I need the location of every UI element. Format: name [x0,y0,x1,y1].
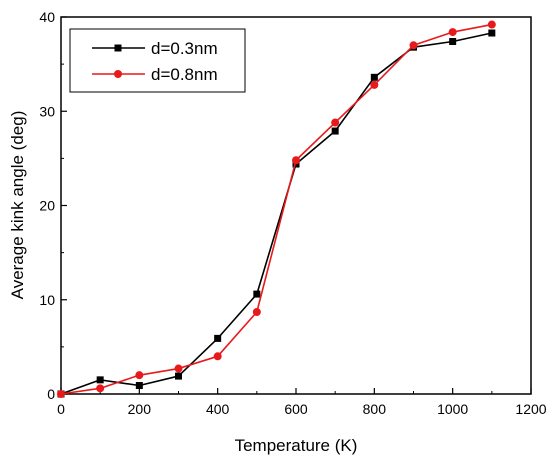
series-1-point [135,382,143,390]
series-2-point [409,41,418,50]
series-2-point [213,352,222,361]
legend-label-series-1: d=0.3nm [151,39,218,58]
y-tick-label: 10 [39,292,55,308]
x-tick-label: 600 [284,401,308,417]
series-2-point [370,80,379,89]
series-2-point [96,384,105,393]
x-axis-ticks: 0 200 400 600 800 1000 1200 [57,388,547,417]
x-tick-label: 1000 [437,401,468,417]
legend: d=0.3nm d=0.8nm [69,28,246,93]
series-1-point [370,73,378,81]
series-1-point [331,127,339,135]
x-tick-label: 200 [128,401,152,417]
series-layer [57,20,496,398]
legend-label-series-2: d=0.8nm [151,65,218,84]
series-2-point [331,118,340,127]
series-1-point [449,38,457,46]
series-2-point [252,308,261,317]
series-2-point [487,20,496,29]
y-axis-ticks: 0 10 20 30 40 [39,9,67,402]
legend-box [69,28,246,93]
series-2-point [174,364,183,373]
series-2-point [292,156,300,165]
series-2-line [60,23,492,395]
series-2-point [57,390,65,398]
series-2-point [448,28,457,37]
series-1-point [175,372,182,380]
x-tick-label: 800 [363,401,387,417]
series-1-point [488,29,496,37]
series-1-point [214,334,222,342]
x-tick-label: 0 [57,401,65,417]
y-tick-label: 30 [39,103,55,119]
series-1-point [253,290,261,298]
series-1-line [60,32,492,395]
series-2-point [135,371,144,380]
x-tick-label: 1200 [515,401,546,417]
legend-marker-series-2 [114,70,122,78]
y-tick-label: 0 [47,386,55,402]
y-tick-label: 20 [39,198,55,214]
x-tick-label: 400 [206,401,230,417]
y-tick-label: 40 [39,9,55,25]
y-axis-title: Average kink angle (deg) [8,111,27,300]
x-axis-title: Temperature (K) [235,436,358,455]
legend-marker-series-1 [114,44,122,52]
series-1-point [96,376,104,384]
